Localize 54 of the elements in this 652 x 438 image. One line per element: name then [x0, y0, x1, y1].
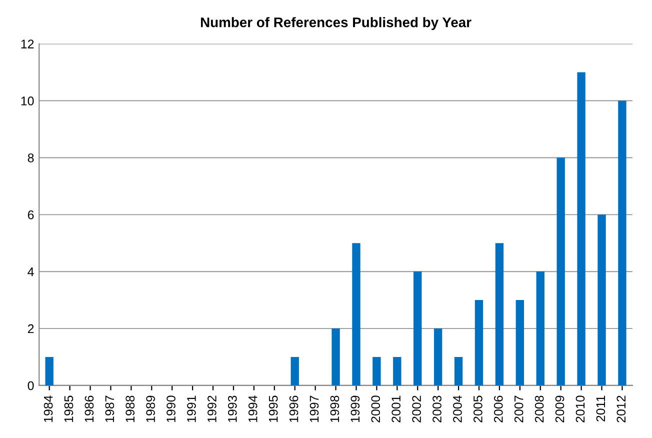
x-tick-label: 2010: [576, 396, 585, 422]
bar: [434, 328, 442, 386]
bar: [536, 272, 544, 386]
x-tick-label: 1992: [208, 396, 216, 422]
x-tick-label: 1990: [166, 396, 176, 422]
x-tick-label: 2011: [596, 396, 606, 422]
x-tick-label: 1993: [228, 396, 237, 422]
y-tick-label: 6: [28, 210, 34, 220]
x-tick-label: 1987: [105, 396, 114, 422]
x-tick-label: 1995: [268, 396, 278, 422]
y-tick-label: 2: [28, 324, 34, 334]
bar: [516, 300, 524, 386]
bar: [598, 214, 606, 386]
x-tick-label: 1996: [289, 396, 298, 422]
x-tick-label: 1989: [146, 396, 155, 422]
x-tick-label: 1986: [84, 396, 94, 422]
bar: [454, 356, 463, 386]
y-tick-label: 12: [21, 40, 34, 48]
bar: [45, 356, 54, 386]
x-tick-label: 2009: [555, 396, 564, 422]
x-tick-label: 1999: [350, 396, 360, 422]
x-tick-label: 2007: [514, 396, 524, 422]
x-tick-label: 2004: [453, 396, 462, 422]
x-tick-label: 1991: [187, 396, 196, 422]
x-tick-label: 2001: [392, 396, 401, 422]
bar: [618, 100, 626, 386]
bar: [372, 356, 381, 386]
bar: [495, 243, 504, 386]
bar: [332, 328, 340, 386]
x-tick-label: 2002: [412, 396, 421, 422]
x-tick-label: 2000: [371, 396, 380, 422]
bar: [352, 243, 360, 386]
x-tick-label: 2006: [494, 396, 503, 422]
bar: [577, 72, 586, 386]
bar: [393, 356, 402, 386]
x-tick-label: 1997: [310, 396, 319, 422]
x-tick-label: 1998: [330, 396, 340, 422]
x-tick-label: 2012: [616, 396, 626, 422]
x-tick-label: 1988: [126, 396, 135, 422]
x-tick-label: 1985: [64, 396, 74, 422]
x-tick-label: 1984: [44, 396, 53, 422]
bar: [290, 356, 299, 386]
x-tick-label: 2003: [432, 396, 442, 422]
x-tick-label: 2005: [474, 396, 482, 422]
bar: [474, 300, 484, 386]
y-tick-label: 8: [28, 153, 34, 162]
bar: [556, 158, 565, 386]
bar: [414, 272, 422, 386]
y-tick-label: 4: [28, 267, 34, 276]
x-tick-label: 2008: [534, 396, 544, 422]
chart-title: Number of References Published by Year: [200, 17, 472, 30]
x-tick-label: 1994: [248, 396, 258, 422]
y-tick-label: 0: [28, 381, 34, 390]
y-tick-label: 10: [21, 96, 34, 106]
